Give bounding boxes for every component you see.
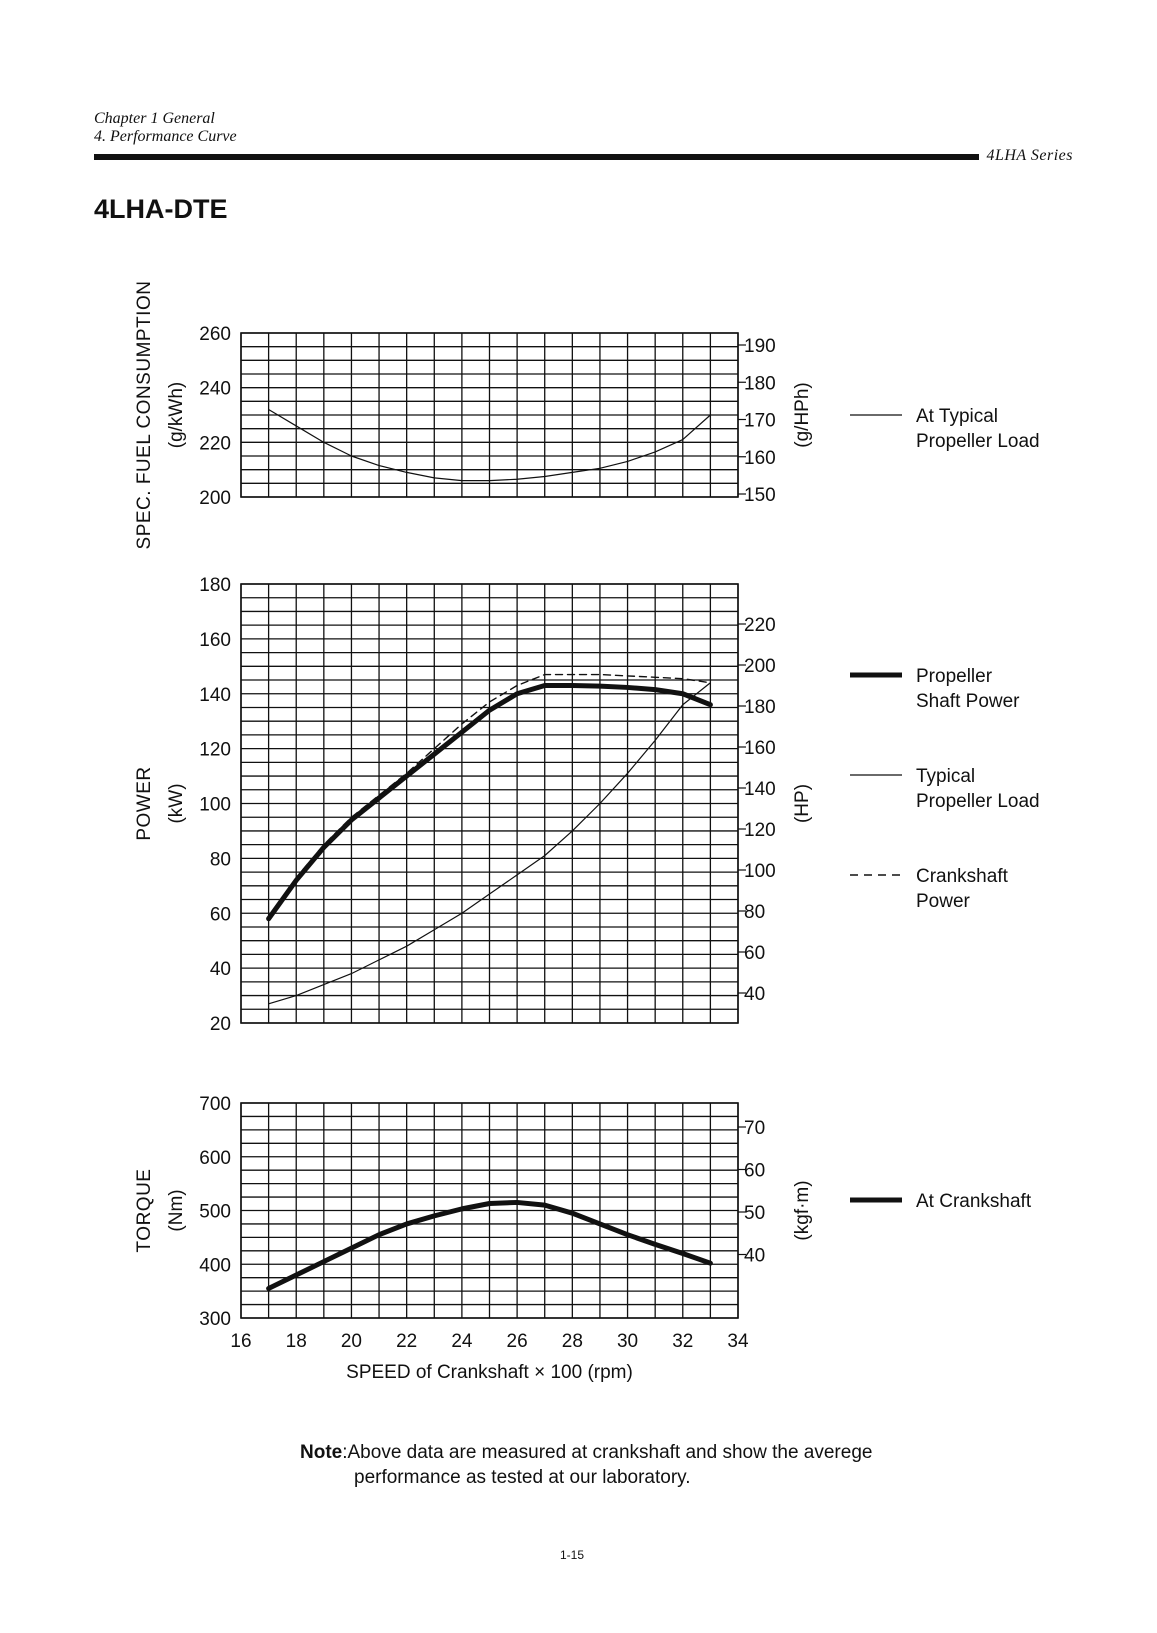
y-right-tick-label: 80 xyxy=(744,902,765,923)
series-line-propeller-shaft-power xyxy=(266,683,713,922)
plot-frame xyxy=(240,1102,739,1319)
y-right-tick-label: 100 xyxy=(744,861,776,882)
y-tick-label: 40 xyxy=(210,959,231,980)
y-tick-label: 80 xyxy=(210,849,231,870)
y-tick-label: 260 xyxy=(199,324,231,345)
y-right-tick-label: 190 xyxy=(744,336,776,357)
y-right-tick-label: 200 xyxy=(744,656,776,677)
y-tick-label: 120 xyxy=(199,740,231,761)
y-right-tick-label: 180 xyxy=(744,373,776,394)
legend-label: At Crankshaft xyxy=(916,1191,1032,1212)
legend-label: Propeller Load xyxy=(916,791,1040,812)
y-tick-label: 400 xyxy=(199,1255,231,1276)
model-title: 4LHA-DTE xyxy=(94,194,228,224)
note: Note:Above data are measured at cranksha… xyxy=(300,1440,1000,1490)
x-tick-label: 30 xyxy=(617,1331,638,1352)
legend-label: Propeller Load xyxy=(916,431,1040,452)
y-axis-unit: (Nm) xyxy=(166,1189,187,1231)
x-tick-label: 28 xyxy=(562,1331,583,1352)
legend-label: Crankshaft xyxy=(916,866,1009,887)
chapter-heading: Chapter 1 General xyxy=(94,110,215,127)
y-right-axis-label: (HP) xyxy=(792,784,813,823)
y-tick-label: 20 xyxy=(210,1014,231,1035)
panel-2-grid xyxy=(240,1102,739,1319)
legend-label: Shaft Power xyxy=(916,691,1020,712)
y-right-tick-label: 150 xyxy=(744,485,776,506)
series-line-crankshaft-power xyxy=(267,673,712,920)
series-line-at-crankshaft xyxy=(266,1199,713,1291)
page-number: 1-15 xyxy=(560,1548,585,1562)
header-rule xyxy=(94,154,979,160)
x-tick-label: 32 xyxy=(672,1331,693,1352)
y-right-tick-label: 160 xyxy=(744,448,776,469)
y-tick-label: 160 xyxy=(199,630,231,651)
y-tick-label: 140 xyxy=(199,685,231,706)
x-tick-label: 24 xyxy=(451,1331,473,1352)
y-right-tick-label: 120 xyxy=(744,820,776,841)
note-label: Note xyxy=(300,1442,343,1463)
x-axis-label: SPEED of Crankshaft × 100 (rpm) xyxy=(346,1362,633,1383)
y-tick-label: 300 xyxy=(199,1309,231,1330)
y-tick-label: 240 xyxy=(199,379,231,400)
y-axis-label: POWER xyxy=(134,766,155,840)
x-tick-label: 34 xyxy=(727,1331,749,1352)
y-tick-label: 100 xyxy=(199,795,231,816)
y-right-tick-label: 180 xyxy=(744,697,776,718)
x-tick-label: 16 xyxy=(230,1331,251,1352)
x-tick-label: 18 xyxy=(286,1331,307,1352)
panel-1-grid xyxy=(240,583,739,1024)
y-tick-label: 600 xyxy=(199,1148,231,1169)
series-line-at-typical-propeller-load xyxy=(268,408,711,482)
y-tick-label: 60 xyxy=(210,904,231,925)
y-tick-label: 500 xyxy=(199,1202,231,1223)
x-tick-label: 26 xyxy=(507,1331,528,1352)
note-text-line2: performance as tested at our laboratory. xyxy=(354,1467,691,1488)
plot-frame xyxy=(240,332,739,498)
y-right-tick-label: 60 xyxy=(744,943,765,964)
y-axis-label: SPEC. FUEL CONSUMPTION xyxy=(134,281,155,550)
y-axis-unit: (g/kWh) xyxy=(166,382,187,449)
legend-label: At Typical xyxy=(916,406,998,427)
y-axis-unit: (kW) xyxy=(166,783,187,823)
legend-label: Typical xyxy=(916,766,975,787)
y-axis-label: TORQUE xyxy=(134,1169,155,1253)
y-right-tick-label: 50 xyxy=(744,1203,765,1224)
x-tick-label: 20 xyxy=(341,1331,362,1352)
y-tick-label: 220 xyxy=(199,433,231,454)
y-tick-label: 180 xyxy=(199,575,231,596)
legend-label: Propeller xyxy=(916,666,993,687)
note-text-line1: :Above data are measured at crankshaft a… xyxy=(342,1442,873,1463)
y-tick-label: 700 xyxy=(199,1094,231,1115)
section-heading: 4. Performance Curve xyxy=(94,128,237,145)
x-tick-label: 22 xyxy=(396,1331,417,1352)
series-line-typical-propeller-load xyxy=(268,682,711,1005)
series-label: 4LHA Series xyxy=(986,147,1073,164)
y-right-tick-label: 60 xyxy=(744,1161,765,1182)
legend-label: Power xyxy=(916,891,971,912)
panel-0-grid xyxy=(240,332,739,498)
y-right-tick-label: 160 xyxy=(744,738,776,759)
plot-frame xyxy=(240,583,739,1024)
y-right-tick-label: 140 xyxy=(744,779,776,800)
y-right-tick-label: 40 xyxy=(744,1246,765,1267)
y-right-tick-label: 220 xyxy=(744,615,776,636)
y-right-axis-label: (g/HPh) xyxy=(792,382,813,447)
y-tick-label: 200 xyxy=(199,488,231,509)
y-right-tick-label: 40 xyxy=(744,984,765,1005)
y-right-axis-label: (kgf·m) xyxy=(792,1180,813,1240)
y-right-tick-label: 170 xyxy=(744,411,776,432)
y-right-tick-label: 70 xyxy=(744,1118,765,1139)
